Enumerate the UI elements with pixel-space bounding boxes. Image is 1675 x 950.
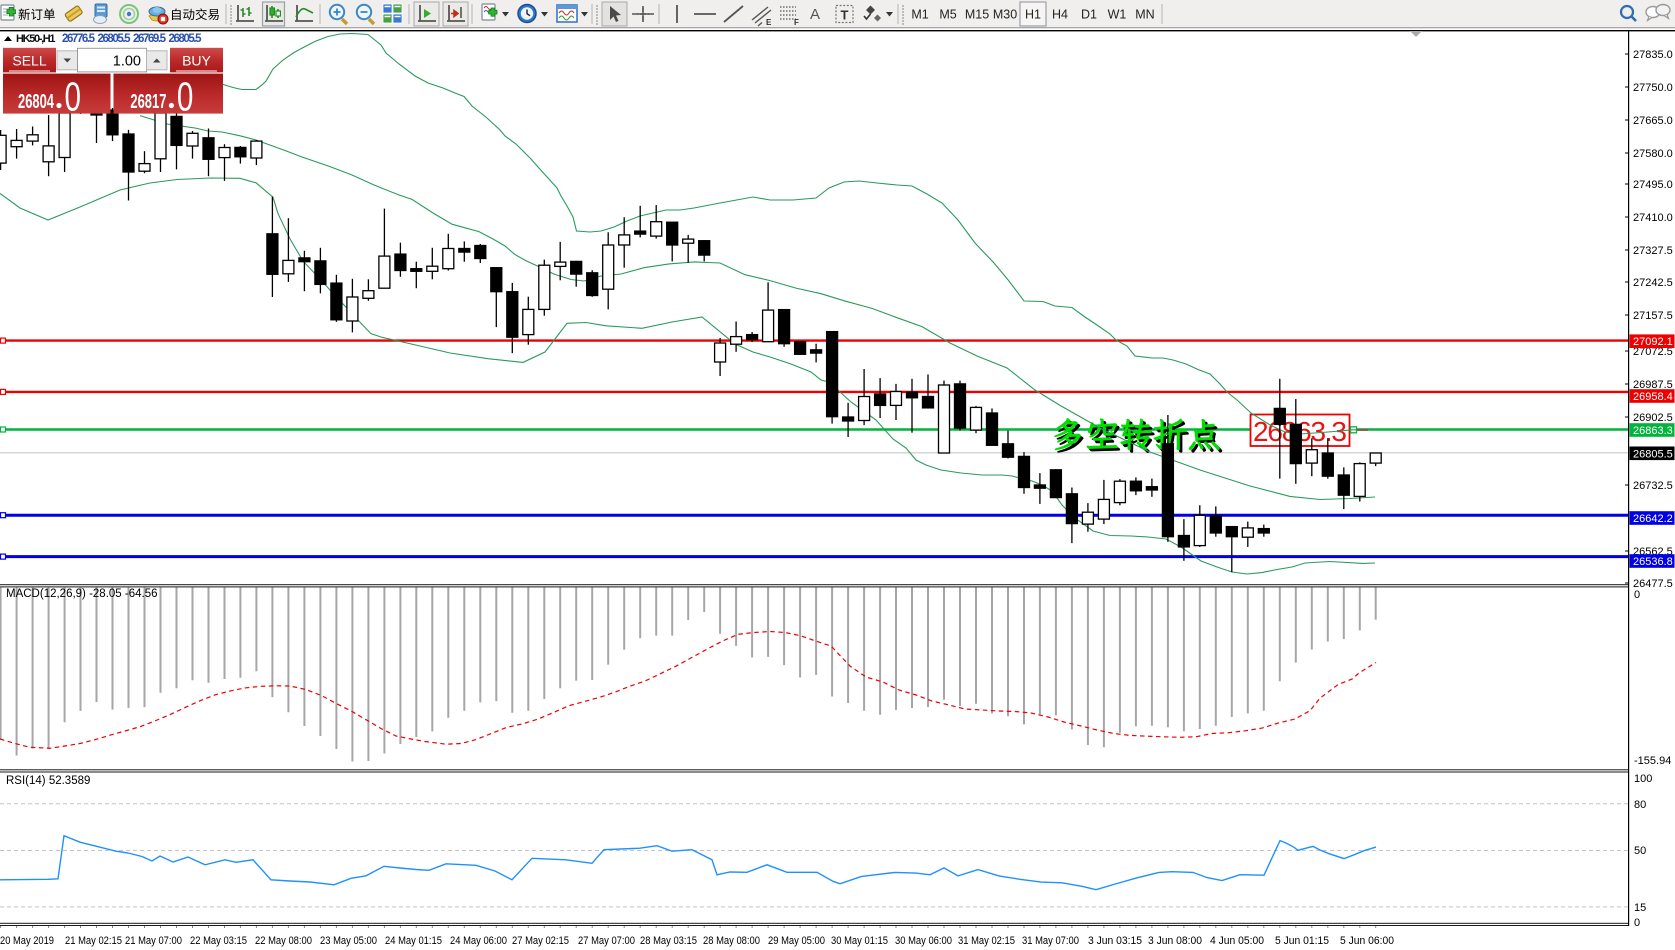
- svg-text:27 May 02:15: 27 May 02:15: [512, 935, 569, 947]
- svg-text:26987.5: 26987.5: [1633, 379, 1673, 391]
- svg-text:0: 0: [1634, 589, 1640, 601]
- svg-text:H4: H4: [1052, 8, 1068, 22]
- svg-text:27410.0: 27410.0: [1633, 212, 1673, 224]
- svg-text:21 May 02:15: 21 May 02:15: [65, 935, 122, 947]
- svg-text:BUY: BUY: [182, 53, 211, 69]
- svg-text:D1: D1: [1081, 8, 1097, 22]
- svg-text:M5: M5: [939, 8, 956, 22]
- svg-text:26804: 26804: [18, 91, 55, 113]
- svg-text:26958.4: 26958.4: [1633, 391, 1673, 403]
- svg-text:24 May 06:00: 24 May 06:00: [450, 935, 507, 947]
- svg-text:M30: M30: [993, 8, 1017, 22]
- svg-text:MN: MN: [1135, 8, 1154, 22]
- svg-text:27665.0: 27665.0: [1633, 115, 1673, 127]
- svg-text:H1: H1: [1025, 8, 1041, 22]
- svg-text:30 May 06:00: 30 May 06:00: [895, 935, 952, 947]
- svg-text:RSI(14) 52.3589: RSI(14) 52.3589: [6, 775, 90, 787]
- svg-text:30 May 01:15: 30 May 01:15: [831, 935, 888, 947]
- svg-text:3 Jun 08:00: 3 Jun 08:00: [1148, 935, 1202, 947]
- svg-text:20 May 2019: 20 May 2019: [0, 935, 54, 947]
- svg-text:A: A: [810, 6, 820, 23]
- svg-text:27 May 07:00: 27 May 07:00: [578, 935, 635, 947]
- svg-text:26805.5: 26805.5: [1633, 448, 1673, 460]
- svg-text:5 Jun 06:00: 5 Jun 06:00: [1340, 935, 1394, 947]
- svg-text:E: E: [766, 18, 772, 27]
- svg-text:M15: M15: [965, 8, 989, 22]
- svg-text:0: 0: [1634, 917, 1640, 929]
- svg-text:24 May 01:15: 24 May 01:15: [385, 935, 442, 947]
- svg-text:26817: 26817: [130, 91, 166, 113]
- svg-text:4 Jun 05:00: 4 Jun 05:00: [1210, 935, 1264, 947]
- svg-text:29 May 05:00: 29 May 05:00: [768, 935, 825, 947]
- svg-text:23 May 05:00: 23 May 05:00: [320, 935, 377, 947]
- svg-text:5 Jun 01:15: 5 Jun 01:15: [1275, 935, 1329, 947]
- svg-text:26769.5: 26769.5: [133, 33, 167, 45]
- svg-text:SELL: SELL: [12, 53, 46, 69]
- svg-text:MACD(12,26,9) -28.05 -64.56: MACD(12,26,9) -28.05 -64.56: [6, 588, 158, 600]
- svg-text:27092.1: 27092.1: [1633, 336, 1673, 348]
- svg-text:W1: W1: [1108, 8, 1127, 22]
- svg-text:F: F: [794, 18, 799, 27]
- svg-text:3 Jun 03:15: 3 Jun 03:15: [1088, 935, 1142, 947]
- svg-text:26776.5: 26776.5: [62, 33, 96, 45]
- svg-text:27580.0: 27580.0: [1633, 148, 1673, 160]
- svg-text:26477.5: 26477.5: [1633, 578, 1673, 590]
- svg-text:31 May 02:15: 31 May 02:15: [958, 935, 1015, 947]
- svg-text:26805.5: 26805.5: [98, 33, 132, 45]
- svg-text:50: 50: [1634, 845, 1646, 857]
- svg-text:26732.5: 26732.5: [1633, 480, 1673, 492]
- svg-text:21 May 07:00: 21 May 07:00: [125, 935, 182, 947]
- svg-text:27750.0: 27750.0: [1633, 82, 1673, 94]
- svg-text:15: 15: [1634, 902, 1646, 914]
- svg-text:22 May 03:15: 22 May 03:15: [190, 935, 247, 947]
- svg-text:28 May 03:15: 28 May 03:15: [640, 935, 697, 947]
- svg-text:1.00: 1.00: [113, 54, 141, 70]
- svg-text:80: 80: [1634, 799, 1646, 811]
- svg-text:26805.5: 26805.5: [169, 33, 203, 45]
- svg-text:0: 0: [65, 74, 82, 120]
- svg-text:26642.2: 26642.2: [1633, 513, 1673, 525]
- svg-text:27835.0: 27835.0: [1633, 49, 1673, 61]
- svg-text:-155.94: -155.94: [1634, 755, 1671, 767]
- svg-text:22 May 08:00: 22 May 08:00: [255, 935, 312, 947]
- svg-text:0: 0: [177, 74, 194, 120]
- svg-text:27495.0: 27495.0: [1633, 179, 1673, 191]
- svg-text:28 May 08:00: 28 May 08:00: [703, 935, 760, 947]
- svg-text:27327.5: 27327.5: [1633, 245, 1673, 257]
- svg-text:31 May 07:00: 31 May 07:00: [1022, 935, 1079, 947]
- svg-text:27072.5: 27072.5: [1633, 346, 1673, 358]
- svg-text:M1: M1: [911, 8, 928, 22]
- svg-text:T: T: [841, 8, 849, 23]
- svg-text:27157.5: 27157.5: [1633, 310, 1673, 322]
- svg-text:HK50-,H1: HK50-,H1: [16, 33, 56, 45]
- svg-text:100: 100: [1634, 773, 1652, 785]
- svg-text:27242.5: 27242.5: [1633, 277, 1673, 289]
- svg-text:26863.3: 26863.3: [1633, 425, 1673, 437]
- svg-text:26902.5: 26902.5: [1633, 412, 1673, 424]
- svg-text:26536.8: 26536.8: [1633, 556, 1673, 568]
